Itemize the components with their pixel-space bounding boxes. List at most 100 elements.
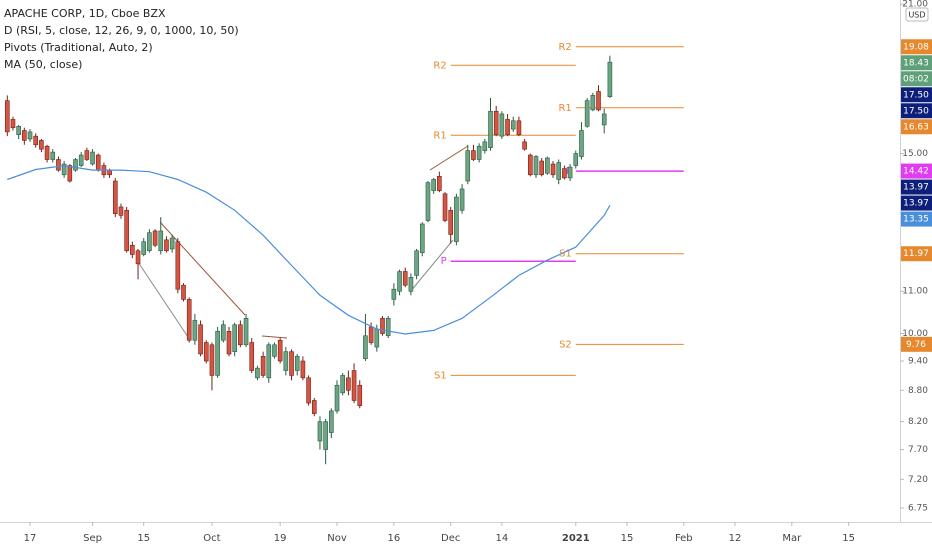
candle-body	[459, 188, 465, 211]
x-tick-label: Nov	[327, 533, 347, 544]
x-tick-label: Sep	[83, 533, 102, 544]
candle-body	[158, 230, 164, 252]
candle-body	[488, 110, 493, 148]
candle-body	[147, 232, 152, 252]
candle-body	[351, 370, 357, 401]
candle-body	[573, 153, 579, 166]
candle-body	[556, 162, 562, 180]
price-badge-label: 17.50	[903, 106, 929, 116]
candle-body	[186, 299, 192, 341]
price-badge-label: 9.76	[906, 340, 926, 350]
y-tick-label: 8.80	[908, 386, 928, 396]
candle-body	[209, 344, 215, 376]
y-tick-label: 10.00	[902, 329, 928, 339]
price-badge	[901, 119, 932, 135]
candle-body	[533, 156, 539, 176]
candle-body	[84, 150, 90, 160]
candle-body	[44, 145, 50, 160]
y-tick-label: 21.00	[902, 0, 928, 10]
x-tick-label: 15	[621, 533, 634, 544]
divergence-line	[261, 335, 288, 339]
candle-body	[499, 113, 505, 137]
candle-body	[596, 91, 601, 111]
candle-body	[380, 317, 385, 334]
candle-body	[203, 342, 209, 362]
candle-body	[67, 165, 73, 182]
pivot-label: R2	[433, 60, 446, 71]
pivot-label: P	[441, 256, 447, 267]
candle-body	[385, 317, 391, 337]
candle-body	[607, 61, 613, 97]
candle-body	[437, 176, 442, 191]
pivot-label: R2	[558, 42, 571, 53]
price-badge-label: 11.97	[903, 249, 929, 259]
candle-body	[215, 331, 220, 376]
candle-body	[448, 210, 454, 235]
candle-body	[357, 384, 363, 406]
price-badge-label: 19.08	[903, 42, 929, 52]
candle-body	[16, 126, 21, 136]
candle-body	[112, 180, 118, 214]
candle-body	[221, 324, 226, 341]
currency-badge	[905, 7, 929, 22]
candle-body	[277, 339, 283, 362]
price-badge	[901, 336, 932, 352]
x-tick-label: 15	[842, 533, 855, 544]
candle-body	[10, 119, 16, 128]
x-tick-label: 17	[24, 533, 37, 544]
candle-body	[590, 95, 596, 111]
candle-body	[539, 160, 544, 176]
candle-body	[255, 367, 260, 379]
candle-body	[510, 120, 516, 130]
price-badge	[901, 246, 932, 262]
candle-body	[107, 169, 112, 176]
price-badge-label: 17.50	[903, 90, 929, 100]
candle-body	[516, 120, 522, 136]
divergence-line	[159, 221, 246, 316]
y-tick-label: 9.40	[908, 357, 928, 367]
pivot-label: R1	[558, 103, 571, 114]
divergence-line	[409, 239, 454, 293]
candle-body	[425, 182, 431, 221]
candle-body	[4, 100, 10, 133]
candle-body	[164, 239, 169, 252]
y-tick-label: 6.75	[908, 504, 928, 514]
x-tick-label: 16	[387, 533, 400, 544]
candle-body	[442, 193, 448, 221]
divergence-lines	[137, 145, 469, 341]
price-badge	[901, 179, 932, 195]
x-tick-label: 12	[729, 533, 742, 544]
candle-body	[584, 100, 590, 127]
ma-line	[7, 164, 611, 335]
candle-body	[198, 324, 203, 355]
x-tick-label: 14	[496, 533, 509, 544]
candle-body	[78, 154, 84, 166]
candle-body	[124, 210, 129, 252]
candle-body	[402, 271, 408, 286]
candle-body	[329, 410, 334, 433]
divergence-line	[137, 261, 191, 341]
candle-body	[493, 110, 499, 136]
legend-entry: MA (50, close)	[4, 58, 82, 71]
candle-body	[505, 119, 510, 136]
candle-body	[391, 288, 397, 300]
y-tick-label: 7.20	[908, 475, 928, 485]
legend-entry: D (RSI, 5, close, 12, 26, 9, 0, 1000, 10…	[4, 24, 239, 37]
candle-body	[50, 151, 56, 160]
pivot-label: S1	[559, 249, 572, 260]
candle-body	[368, 326, 374, 343]
candle-body	[550, 163, 556, 176]
price-badge-label: 18.43	[903, 58, 929, 68]
candle-body	[476, 145, 482, 160]
candle-body	[56, 159, 61, 171]
x-tick-label: 2021	[562, 533, 590, 544]
candle-body	[363, 335, 368, 359]
candle-body	[346, 377, 351, 391]
candle-body	[482, 141, 488, 151]
candle-body	[397, 271, 402, 292]
x-tick-label: 19	[274, 533, 287, 544]
candle-body	[567, 166, 573, 179]
candle-body	[454, 196, 459, 242]
x-tick-label: 15	[137, 533, 150, 544]
